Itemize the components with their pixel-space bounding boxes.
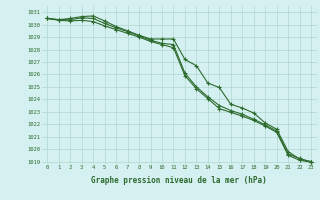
X-axis label: Graphe pression niveau de la mer (hPa): Graphe pression niveau de la mer (hPa) (91, 176, 267, 185)
